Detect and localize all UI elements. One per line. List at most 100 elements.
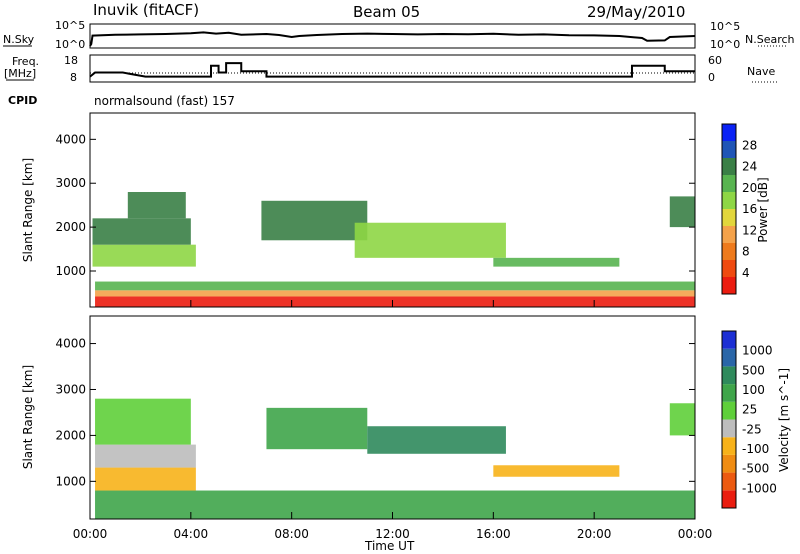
colorbar-swatch xyxy=(722,348,736,367)
station-title: Inuvik (fitACF) xyxy=(93,1,199,19)
x-tick-label: 08:00 xyxy=(274,527,309,541)
heatmap-region xyxy=(669,403,695,436)
colorbar-swatch xyxy=(722,331,736,349)
nsearch-right-tick-top: 10^5 xyxy=(710,20,740,33)
heatmap-region xyxy=(92,218,191,245)
colorbar-tick-label: 100 xyxy=(742,383,765,397)
y-tick-label: 1000 xyxy=(55,264,86,278)
colorbar-swatch xyxy=(722,209,736,226)
colorbar-swatch xyxy=(722,490,736,508)
heatmap-region xyxy=(493,465,620,477)
heatmap-region xyxy=(92,244,196,267)
colorbar-tick-label: 28 xyxy=(742,138,757,152)
colorbar-swatch xyxy=(722,243,736,260)
y-tick-label: 4000 xyxy=(55,132,86,146)
colorbar-swatch xyxy=(722,437,736,455)
colorbar-swatch xyxy=(722,384,736,402)
colorbar-swatch xyxy=(722,366,736,385)
heatmap-region xyxy=(95,290,695,297)
heatmap-region xyxy=(95,281,695,291)
heatmap-region xyxy=(95,444,196,468)
colorbar-tick-label: -500 xyxy=(742,462,769,476)
colorbar-swatch xyxy=(722,192,736,209)
date-title: 29/May/2010 xyxy=(587,3,685,21)
freq-label-bottom: [MHz] xyxy=(4,67,36,80)
velocity-colorbar-label: Velocity [m s^-1] xyxy=(777,368,791,472)
heatmap-region xyxy=(95,467,196,491)
nsky-series xyxy=(89,31,696,47)
colorbar-tick-label: -25 xyxy=(742,422,762,436)
colorbar-swatch xyxy=(722,175,736,192)
y-tick-label: 2000 xyxy=(55,428,86,442)
freq-label-top: Freq. xyxy=(12,55,39,68)
colorbar-swatch xyxy=(722,124,736,141)
heatmap-region xyxy=(95,490,695,519)
y-tick-label: 4000 xyxy=(55,337,86,351)
x-tick-label: 00:00 xyxy=(678,527,713,541)
velocity-ylabel: Slant Range [km] xyxy=(21,365,35,469)
heatmap-region xyxy=(127,192,186,219)
colorbar-swatch xyxy=(722,419,736,438)
nsky-line xyxy=(89,31,696,47)
nsky-left-tick-top: 10^5 xyxy=(55,19,85,32)
heatmap-region xyxy=(367,426,506,454)
heatmap-region xyxy=(354,222,506,258)
heatmap-region xyxy=(493,257,620,267)
cpid-text: normalsound (fast) 157 xyxy=(94,94,235,108)
colorbar-tick-label: 8 xyxy=(742,245,750,259)
y-tick-label: 3000 xyxy=(55,176,86,190)
power-y-ticks: 1000 2000 3000 4000 xyxy=(55,132,695,278)
power-ylabel: Slant Range [km] xyxy=(21,158,35,262)
time-xlabel: Time UT xyxy=(364,539,415,553)
colorbar-tick-label: 25 xyxy=(742,403,757,417)
colorbar-swatch xyxy=(722,226,736,243)
x-tick-label: 00:00 xyxy=(73,527,108,541)
colorbar-swatch xyxy=(722,472,736,491)
freq-left-tick-bottom: 8 xyxy=(70,71,77,84)
y-tick-label: 2000 xyxy=(55,220,86,234)
nsky-left-tick-bottom: 10^0 xyxy=(55,38,85,51)
colorbar-frame xyxy=(721,123,737,295)
colorbar-swatch xyxy=(722,454,736,473)
x-tick-label: 16:00 xyxy=(476,527,511,541)
colorbar-tick-label: 12 xyxy=(742,223,757,237)
power-heatmap xyxy=(92,192,695,307)
heatmap-region xyxy=(95,398,191,445)
freq-panel-frame xyxy=(89,54,696,83)
colorbar-tick-label: 16 xyxy=(742,202,757,216)
velocity-y-ticks: 1000 2000 3000 4000 xyxy=(55,337,695,488)
nsky-label: N.Sky xyxy=(3,33,35,46)
colorbar-frame xyxy=(721,330,737,509)
colorbar-tick-label: -1000 xyxy=(742,481,777,495)
cpid-label: CPID xyxy=(8,94,37,107)
colorbar-swatch xyxy=(722,141,736,158)
nave-right-tick-bottom: 0 xyxy=(708,71,715,84)
colorbar-tick-label: 1000 xyxy=(742,344,773,358)
beam-title: Beam 05 xyxy=(353,3,420,21)
freq-series xyxy=(89,62,695,78)
heatmap-region xyxy=(261,200,368,241)
y-tick-label: 1000 xyxy=(55,474,86,488)
colorbar-swatch xyxy=(722,401,736,420)
x-tick-label: 04:00 xyxy=(174,527,209,541)
nave-right-tick-top: 60 xyxy=(708,54,722,67)
colorbar-tick-label: 24 xyxy=(742,160,757,174)
x-tick-label: 12:00 xyxy=(375,527,410,541)
heatmap-region xyxy=(669,196,695,228)
heatmap-region xyxy=(266,407,368,450)
velocity-heatmap xyxy=(95,398,695,519)
power-colorbar-label: Power [dB] xyxy=(756,177,770,242)
colorbar-swatch xyxy=(722,277,736,294)
power-colorbar: 28 24 20 16 12 8 4 xyxy=(721,123,757,295)
time-x-ticks: 00:00 04:00 08:00 12:00 16:00 20:00 00:00 xyxy=(73,300,713,541)
freq-line xyxy=(89,62,695,78)
colorbar-tick-label: -100 xyxy=(742,442,769,456)
colorbar-tick-label: 500 xyxy=(742,363,765,377)
colorbar-tick-label: 20 xyxy=(742,181,757,195)
nsearch-right-tick-bottom: 10^0 xyxy=(710,38,740,51)
nsearch-label: N.Search xyxy=(745,33,795,46)
colorbar-tick-label: 4 xyxy=(742,266,750,280)
nave-label: Nave xyxy=(747,65,775,78)
colorbar-swatch xyxy=(722,158,736,175)
